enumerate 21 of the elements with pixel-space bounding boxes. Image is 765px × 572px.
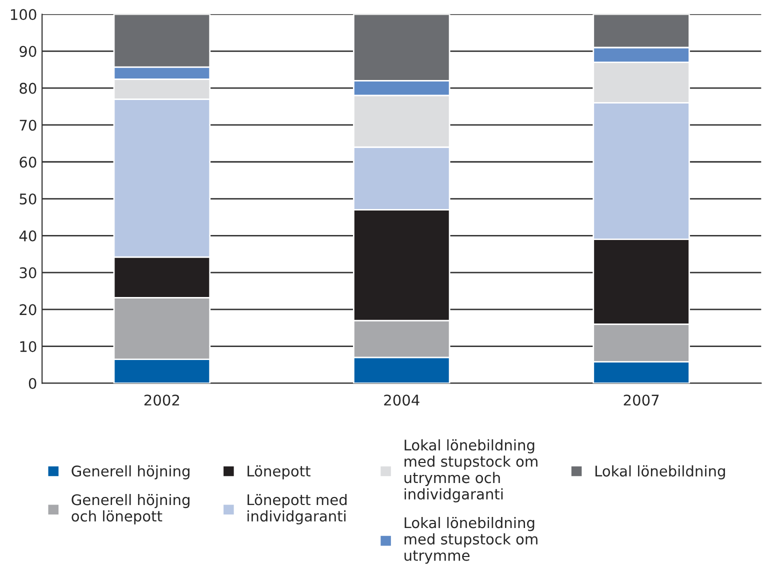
legend-label: Lönepott med individgaranti (248, 494, 347, 524)
legend-label: Lokal lönebildning med stupstock om utrymme och individgaranti (404, 439, 538, 502)
y-tick-label: 30 (20, 267, 36, 278)
legend-label: Generell höjning (72, 465, 190, 480)
legend-label: Lokal lönebildning med stupstock om utrymme (404, 516, 538, 564)
y-tick-label: 40 (19, 230, 36, 242)
y-tick-label: 80 (20, 82, 36, 94)
y-tick-label: 20 (20, 304, 36, 316)
x-tick-label: 2007 (624, 394, 659, 406)
legend-label: Lönepott (248, 465, 310, 480)
y-tick-label: 100 (10, 9, 36, 20)
y-tick-label: 90 (20, 46, 36, 57)
x-tick-label: 2002 (144, 394, 180, 406)
y-tick-label: 60 (20, 156, 36, 168)
x-tick-label: 2004 (384, 394, 420, 406)
y-tick-label: 50 (20, 193, 36, 205)
y-tick-label: 70 (20, 120, 36, 131)
y-tick-label: 0 (28, 378, 36, 389)
legend-label: Lokal lönebildning (595, 465, 725, 480)
y-tick-label: 10 (20, 341, 36, 352)
legend-label: Generell höjning och lönepott (72, 494, 190, 524)
